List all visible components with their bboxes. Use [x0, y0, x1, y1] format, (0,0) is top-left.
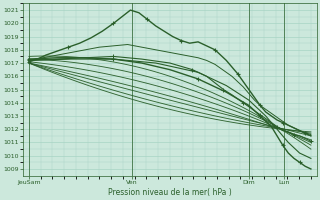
- X-axis label: Pression niveau de la mer( hPa ): Pression niveau de la mer( hPa ): [108, 188, 232, 197]
